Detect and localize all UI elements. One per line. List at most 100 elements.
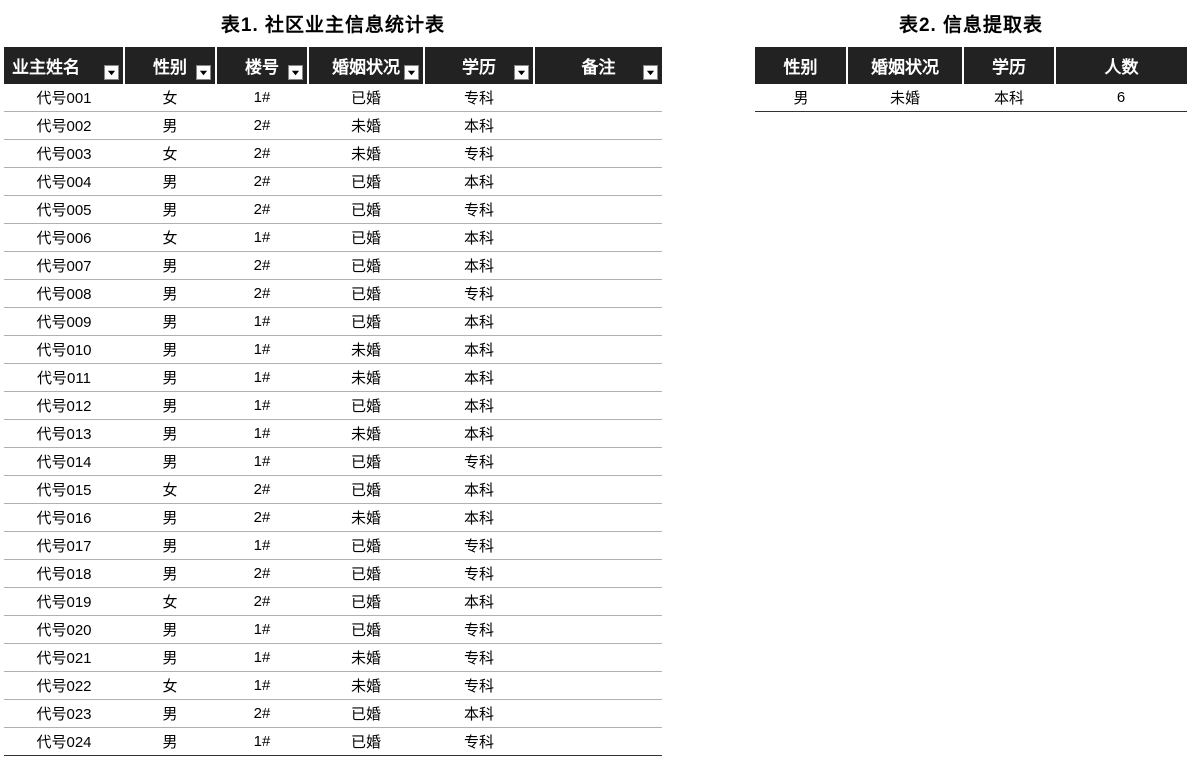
table1-cell [534, 280, 662, 308]
table2-col-label: 婚姻状况 [871, 58, 939, 77]
table1-cell: 1# [216, 420, 308, 448]
table-row: 代号009男1#已婚本科 [4, 308, 662, 336]
table1-col-4[interactable]: 学历 [424, 47, 534, 84]
table1-col-label: 婚姻状况 [332, 58, 400, 77]
table1-cell: 本科 [424, 504, 534, 532]
table1-cell: 2# [216, 700, 308, 728]
table1-cell: 本科 [424, 420, 534, 448]
table1-col-1[interactable]: 性别 [124, 47, 216, 84]
table1-cell: 代号003 [4, 140, 124, 168]
table1-cell: 代号016 [4, 504, 124, 532]
table1-col-label: 学历 [462, 58, 496, 77]
table1-col-label: 性别 [153, 58, 187, 77]
table1-cell: 已婚 [308, 196, 424, 224]
table1-cell: 代号021 [4, 644, 124, 672]
filter-dropdown-icon[interactable] [404, 65, 419, 80]
table1-cell: 已婚 [308, 532, 424, 560]
table1-cell: 代号014 [4, 448, 124, 476]
table1-cell: 男 [124, 532, 216, 560]
table1-cell: 男 [124, 616, 216, 644]
table1-cell [534, 672, 662, 700]
table1-cell: 专科 [424, 532, 534, 560]
table1-cell: 专科 [424, 280, 534, 308]
table1-cell [534, 532, 662, 560]
table1-cell: 未婚 [308, 644, 424, 672]
table-row: 代号023男2#已婚本科 [4, 700, 662, 728]
filter-dropdown-icon[interactable] [514, 65, 529, 80]
table1-header-row: 业主姓名 性别 楼号 婚姻状况 学历 备注 [4, 47, 662, 84]
filter-dropdown-icon[interactable] [643, 65, 658, 80]
table1-cell: 代号017 [4, 532, 124, 560]
table2-title: 表2. 信息提取表 [755, 4, 1187, 47]
table1-cell: 代号020 [4, 616, 124, 644]
table2-cell: 未婚 [847, 84, 963, 112]
table-row: 代号005男2#已婚专科 [4, 196, 662, 224]
table1-cell [534, 84, 662, 112]
table-row: 代号012男1#已婚本科 [4, 392, 662, 420]
table1-cell: 2# [216, 588, 308, 616]
table1-cell: 代号004 [4, 168, 124, 196]
table1: 业主姓名 性别 楼号 婚姻状况 学历 备注 代号001女1#已婚专科代号002男2#未婚本… [4, 47, 662, 756]
table1-cell: 代号015 [4, 476, 124, 504]
table1-cell: 本科 [424, 700, 534, 728]
table1-cell [534, 336, 662, 364]
table1-col-3[interactable]: 婚姻状况 [308, 47, 424, 84]
table-row: 代号013男1#未婚本科 [4, 420, 662, 448]
table2-col-1: 婚姻状况 [847, 47, 963, 84]
table1-col-5[interactable]: 备注 [534, 47, 662, 84]
table-row: 代号002男2#未婚本科 [4, 112, 662, 140]
table1-cell: 本科 [424, 168, 534, 196]
filter-dropdown-icon[interactable] [196, 65, 211, 80]
table1-cell: 男 [124, 168, 216, 196]
table1-cell: 已婚 [308, 168, 424, 196]
table1-cell: 男 [124, 448, 216, 476]
table1-cell [534, 140, 662, 168]
table1-cell: 专科 [424, 448, 534, 476]
table1-cell: 未婚 [308, 140, 424, 168]
table1-cell: 2# [216, 476, 308, 504]
table2-cell: 男 [755, 84, 847, 112]
table1-cell: 1# [216, 728, 308, 756]
table1-cell: 本科 [424, 112, 534, 140]
table1-cell [534, 364, 662, 392]
table1-cell: 本科 [424, 588, 534, 616]
table1-cell: 已婚 [308, 588, 424, 616]
filter-dropdown-icon[interactable] [104, 65, 119, 80]
table1-cell: 已婚 [308, 448, 424, 476]
table1-cell [534, 700, 662, 728]
table1-cell: 代号009 [4, 308, 124, 336]
table1-cell: 专科 [424, 560, 534, 588]
table1-cell: 1# [216, 84, 308, 112]
filter-dropdown-icon[interactable] [288, 65, 303, 80]
table1-cell: 男 [124, 196, 216, 224]
table1-body: 代号001女1#已婚专科代号002男2#未婚本科代号003女2#未婚专科代号00… [4, 84, 662, 756]
table1-cell: 已婚 [308, 252, 424, 280]
table2-col-label: 性别 [784, 58, 818, 77]
table1-cell: 2# [216, 504, 308, 532]
table1-cell [534, 728, 662, 756]
table1-cell: 专科 [424, 616, 534, 644]
table1-cell: 2# [216, 140, 308, 168]
table1-cell: 1# [216, 308, 308, 336]
table1-cell: 本科 [424, 336, 534, 364]
table1-cell: 男 [124, 420, 216, 448]
table1-cell: 代号024 [4, 728, 124, 756]
table1-cell: 女 [124, 672, 216, 700]
table1-cell: 代号013 [4, 420, 124, 448]
table1-col-2[interactable]: 楼号 [216, 47, 308, 84]
table1-cell: 1# [216, 336, 308, 364]
table1-cell: 男 [124, 560, 216, 588]
table-row: 代号001女1#已婚专科 [4, 84, 662, 112]
table1-cell: 本科 [424, 252, 534, 280]
table1-cell: 男 [124, 504, 216, 532]
table1-col-0[interactable]: 业主姓名 [4, 47, 124, 84]
table-row: 代号019女2#已婚本科 [4, 588, 662, 616]
table2-col-label: 学历 [992, 58, 1026, 77]
table1-cell: 专科 [424, 728, 534, 756]
table1-cell: 女 [124, 224, 216, 252]
table1-cell: 女 [124, 84, 216, 112]
table-row: 代号006女1#已婚本科 [4, 224, 662, 252]
table1-cell [534, 308, 662, 336]
table2: 性别婚姻状况学历人数 男未婚本科6 [755, 47, 1187, 112]
table1-cell: 男 [124, 336, 216, 364]
